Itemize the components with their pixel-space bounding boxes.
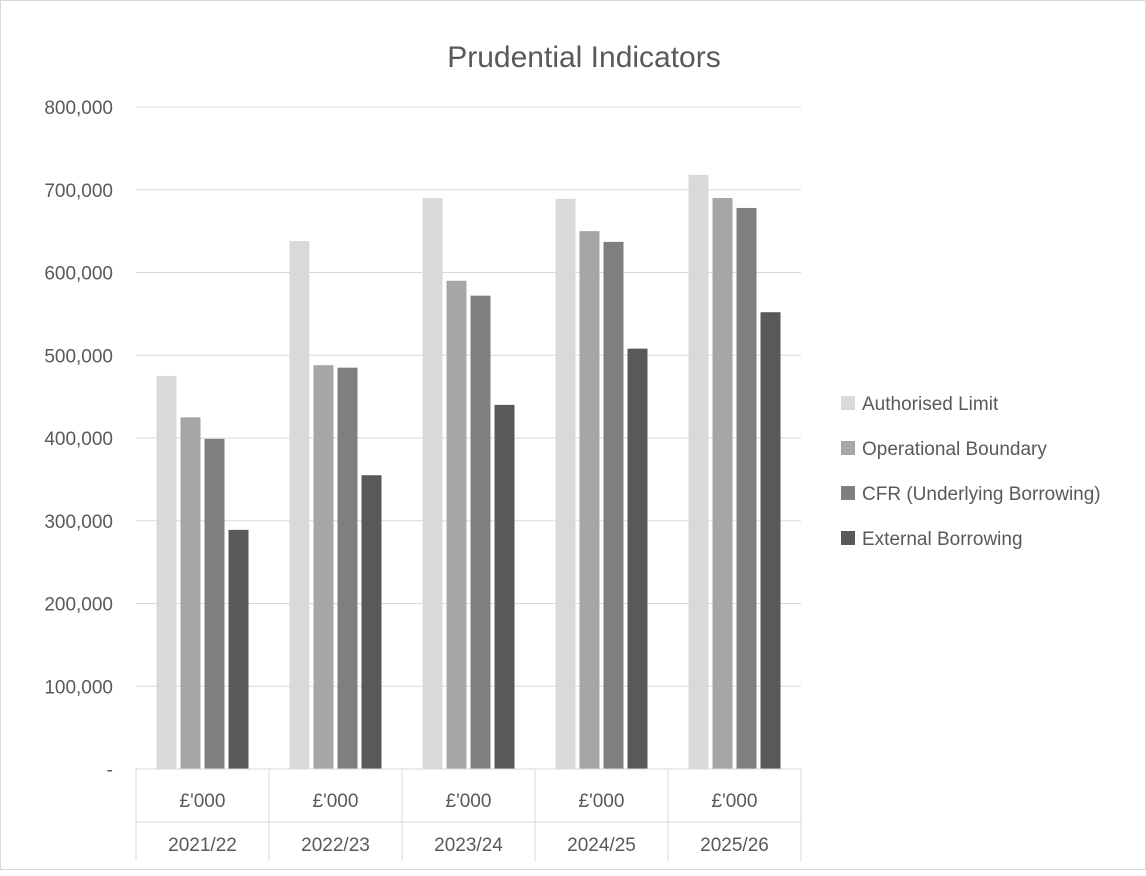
x-category-label: 2024/25 bbox=[567, 835, 636, 856]
y-tick-label: 300,000 bbox=[44, 512, 113, 533]
bar bbox=[470, 295, 491, 769]
legend-label: CFR (Underlying Borrowing) bbox=[862, 484, 1101, 505]
y-tick-label: 800,000 bbox=[44, 98, 113, 119]
legend-label: Authorised Limit bbox=[862, 394, 999, 415]
bar bbox=[627, 348, 648, 769]
bar bbox=[446, 280, 467, 769]
x-unit-label: £'000 bbox=[180, 791, 226, 812]
x-unit-label: £'000 bbox=[579, 791, 625, 812]
y-tick-label: 200,000 bbox=[44, 595, 113, 616]
x-unit-label: £'000 bbox=[313, 791, 359, 812]
x-category-label: 2022/23 bbox=[301, 835, 370, 856]
bars bbox=[156, 174, 781, 770]
y-tick-label: 500,000 bbox=[44, 346, 113, 367]
y-tick-label: 400,000 bbox=[44, 429, 113, 450]
bar bbox=[156, 375, 177, 769]
legend-swatch bbox=[841, 486, 855, 500]
x-unit-label: £'000 bbox=[446, 791, 492, 812]
x-category-label: 2021/22 bbox=[168, 835, 237, 856]
legend-label: Operational Boundary bbox=[862, 439, 1047, 460]
bar bbox=[204, 438, 225, 769]
bar bbox=[736, 207, 757, 769]
y-tick-label: 600,000 bbox=[44, 264, 113, 285]
bar bbox=[361, 475, 382, 769]
legend-swatch bbox=[841, 531, 855, 545]
bar bbox=[688, 174, 709, 770]
legend-swatch bbox=[841, 441, 855, 455]
x-unit-label: £'000 bbox=[712, 791, 758, 812]
x-category-label: 2023/24 bbox=[434, 835, 503, 856]
legend-swatch bbox=[841, 396, 855, 410]
bar bbox=[180, 417, 201, 769]
bar bbox=[228, 529, 249, 769]
bar bbox=[760, 312, 781, 769]
bar bbox=[712, 198, 733, 769]
bar bbox=[603, 241, 624, 769]
bar bbox=[337, 367, 358, 769]
chart-title: Prudential Indicators bbox=[447, 41, 721, 74]
bar bbox=[422, 198, 443, 769]
y-tick-label: 100,000 bbox=[44, 677, 113, 698]
x-category-label: 2025/26 bbox=[700, 835, 769, 856]
y-tick-label: 700,000 bbox=[44, 181, 113, 202]
x-axis: £'000 2021/22 £'000 2022/23 £'000 2023/24 £'00… bbox=[135, 768, 802, 861]
bar bbox=[289, 241, 310, 769]
bar bbox=[555, 198, 576, 770]
y-tick-label: - bbox=[107, 760, 113, 781]
bar bbox=[313, 365, 334, 769]
legend-label: External Borrowing bbox=[862, 529, 1023, 550]
y-axis: - 100,000 200,000 300,000 400,000 500,000 600,… bbox=[44, 98, 113, 781]
legend: Authorised Limit Operational Boundary CFR … bbox=[841, 394, 1101, 550]
bar bbox=[494, 404, 515, 769]
bar bbox=[579, 231, 600, 769]
